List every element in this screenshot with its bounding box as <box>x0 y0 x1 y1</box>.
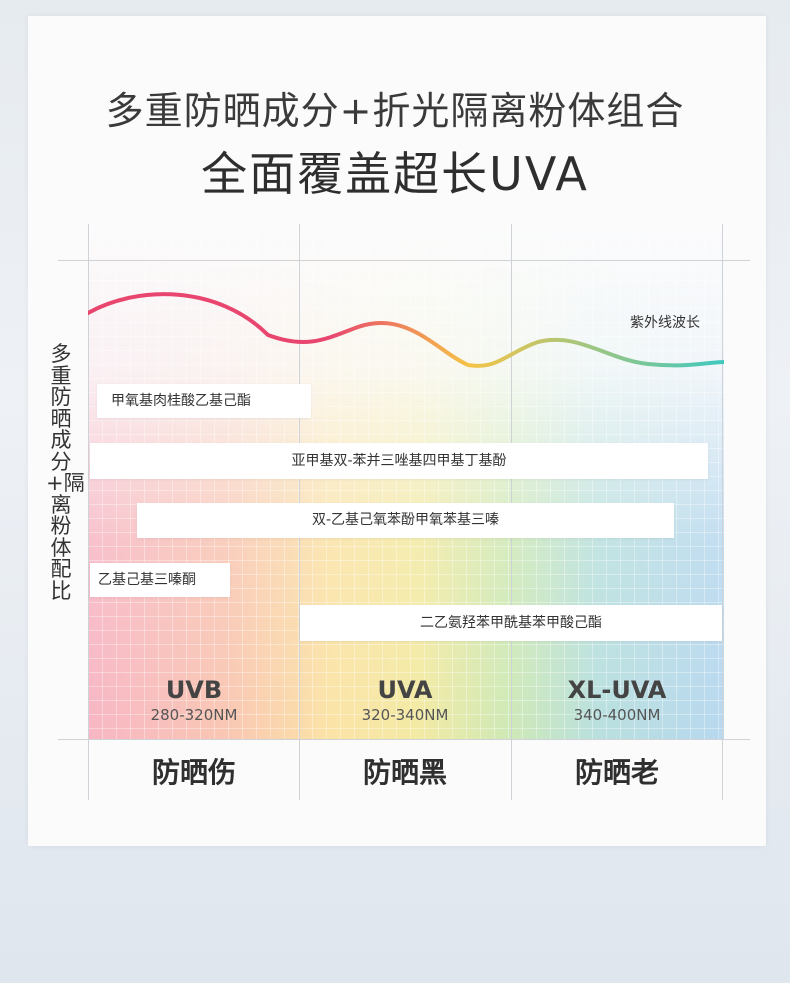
band-range-xluva: 340-400NM <box>573 706 661 724</box>
wave-label: 紫外线波长 <box>630 315 700 331</box>
grid-line-v0 <box>88 224 89 800</box>
grid-line-bottom <box>58 739 750 740</box>
effect-uva: 防晒黑 <box>362 756 447 789</box>
effect-uvb: 防晒伤 <box>151 756 236 789</box>
ingredient-bar-1: 甲氧基肉桂酸乙基己酯 <box>97 384 311 418</box>
grid-line-v3 <box>722 224 723 800</box>
ingredient-bar-4: 乙基己基三嗪酮 <box>90 563 230 597</box>
band-name-xluva: XL-UVA <box>567 676 667 704</box>
headline-line-1: 多重防晒成分+折光隔离粉体组合 <box>105 89 685 133</box>
effect-xluva: 防晒老 <box>574 756 659 789</box>
ingredient-bar-2: 亚甲基双-苯并三唑基四甲基丁基酚 <box>90 443 708 479</box>
spectrum-gradient <box>88 224 724 740</box>
uv-wave-curve <box>88 292 724 368</box>
ingredient-bar-3: 双-乙基己氧苯酚甲氧苯基三嗪 <box>137 503 674 538</box>
grid-line-top <box>58 260 750 261</box>
headline-line-2: 全面覆盖超长UVA <box>201 147 589 201</box>
side-label: 多重防晒成分+隔离粉体配比 <box>46 342 85 603</box>
uv-coverage-diagram <box>88 224 724 740</box>
grid-texture <box>88 224 724 740</box>
band-range-uvb: 280-320NM <box>150 706 238 724</box>
band-range-uva: 320-340NM <box>361 706 449 724</box>
band-name-uvb: UVB <box>165 676 223 704</box>
band-name-uva: UVA <box>377 676 433 704</box>
ingredient-bar-5: 二乙氨羟苯甲酰基苯甲酸己酯 <box>300 605 722 641</box>
